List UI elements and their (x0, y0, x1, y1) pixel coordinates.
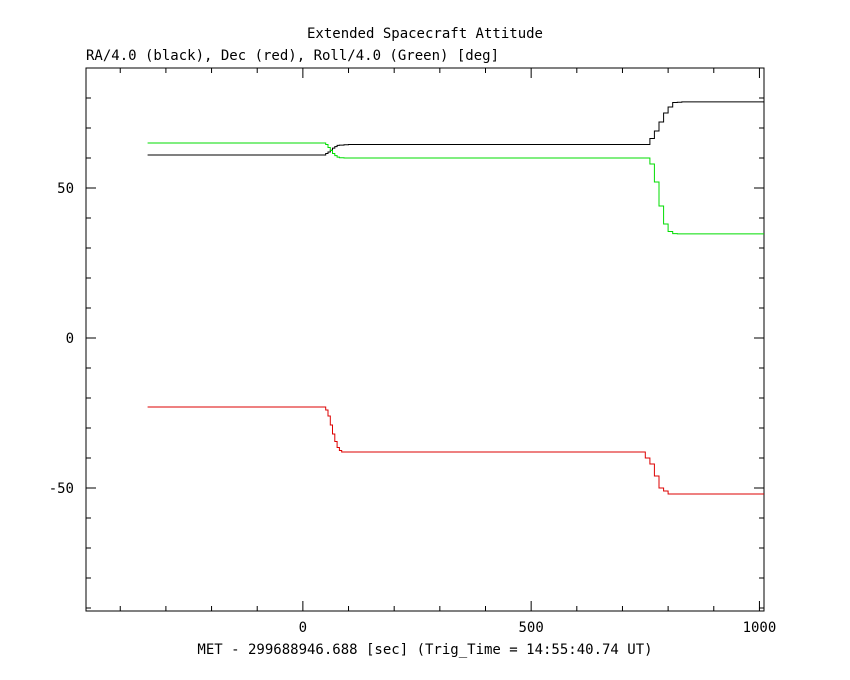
y-tick-label: -50 (49, 481, 74, 497)
y-tick-label: 0 (66, 331, 74, 347)
x-tick-label: 500 (519, 620, 544, 636)
series-group (147, 101, 764, 495)
series-line-roll-4-0 (147, 142, 764, 235)
series-line-ra-4-0 (147, 101, 764, 156)
x-tick-label: 0 (299, 620, 307, 636)
chart-title: Extended Spacecraft Attitude (307, 26, 543, 42)
plot-frame (85, 67, 765, 612)
tick-marks (86, 67, 764, 611)
x-axis-label: MET - 299688946.688 [sec] (Trig_Time = 1… (197, 642, 652, 658)
series-line-dec (147, 406, 764, 495)
y-tick-label: 50 (57, 181, 74, 197)
chart-subtitle: RA/4.0 (black), Dec (red), Roll/4.0 (Gre… (86, 48, 499, 64)
x-tick-label: 1000 (743, 620, 777, 636)
